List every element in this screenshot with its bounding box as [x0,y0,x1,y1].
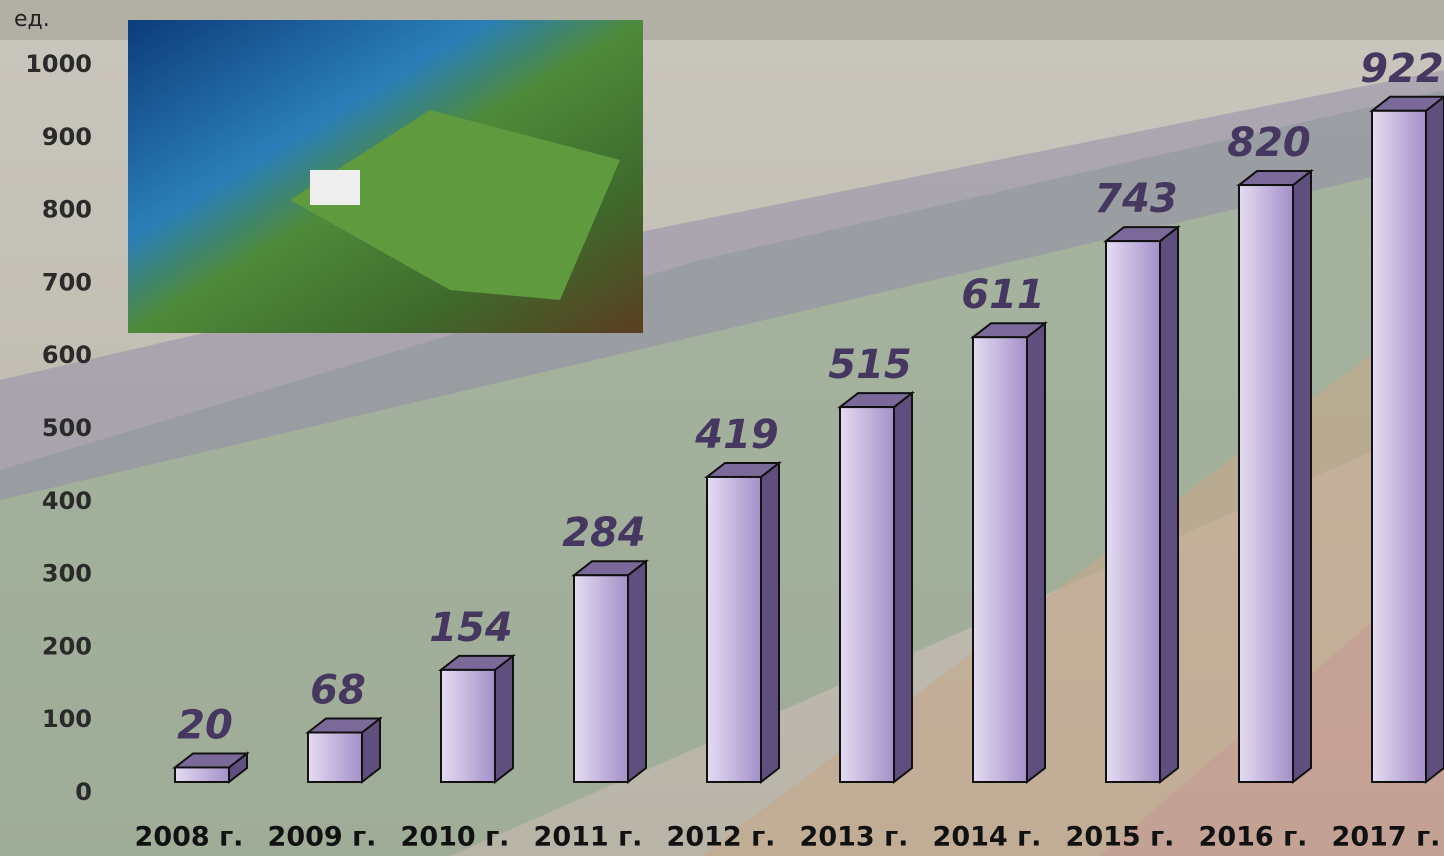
value-label: 20 [177,702,233,748]
bar-face [441,670,495,782]
bar-face [1239,185,1293,782]
x-tick-label: 2017 г. [1332,822,1441,853]
value-label: 154 [429,605,513,651]
value-label: 611 [961,272,1045,318]
y-tick-label: 400 [42,487,92,515]
chart: ед. 0 100 200 300 400 500 600 700 800 900 1000 20 20… [0,0,1444,856]
inset-image [128,20,643,333]
y-tick-label: 700 [42,268,92,296]
y-tick-label: 900 [42,123,92,151]
bar-face [1293,171,1311,782]
bar [308,718,380,782]
bar-face [1027,323,1045,782]
value-label: 515 [828,342,912,388]
bar-face [1160,227,1178,782]
bar-face [1426,97,1444,782]
value-label: 419 [694,412,779,458]
y-tick-label: 800 [42,196,92,224]
x-tick-label: 2009 г. [268,822,377,853]
value-label: 743 [1094,176,1178,222]
bar-face [1372,111,1426,782]
value-label: 284 [562,510,646,556]
value-label: 922 [1360,46,1444,92]
bar-face [761,463,779,782]
y-axis-label: ед. [14,7,50,32]
bar-face [175,767,229,782]
value-label: 820 [1227,120,1311,166]
y-tick-label: 0 [75,778,92,806]
y-tick-label: 600 [42,341,92,369]
bar-face [707,477,761,782]
bar [840,393,912,782]
bar-face [1106,241,1160,782]
bar-face [574,575,628,782]
value-label: 68 [310,667,366,713]
bar-face [973,337,1027,782]
bar [1106,227,1178,782]
bar [973,323,1045,782]
bar-face [495,656,513,782]
bar [1239,171,1311,782]
y-tick-label: 500 [42,414,92,442]
bar [1372,97,1444,782]
bar-face [308,732,362,782]
x-tick-label: 2014 г. [933,822,1042,853]
x-tick-label: 2011 г. [534,822,643,853]
bar [441,656,513,782]
y-tick-label: 200 [42,632,92,660]
x-tick-label: 2015 г. [1066,822,1175,853]
bar [707,463,779,782]
x-tick-label: 2013 г. [800,822,909,853]
x-tick-label: 2008 г. [135,822,244,853]
bar-face [894,393,912,782]
y-tick-label: 300 [42,560,92,588]
x-tick-label: 2010 г. [401,822,510,853]
bar [574,561,646,782]
bar-face [628,561,646,782]
bar-face [840,407,894,782]
y-tick-label: 100 [42,705,92,733]
x-tick-label: 2012 г. [667,822,776,853]
y-tick-label: 1000 [25,50,92,78]
x-tick-label: 2016 г. [1199,822,1308,853]
